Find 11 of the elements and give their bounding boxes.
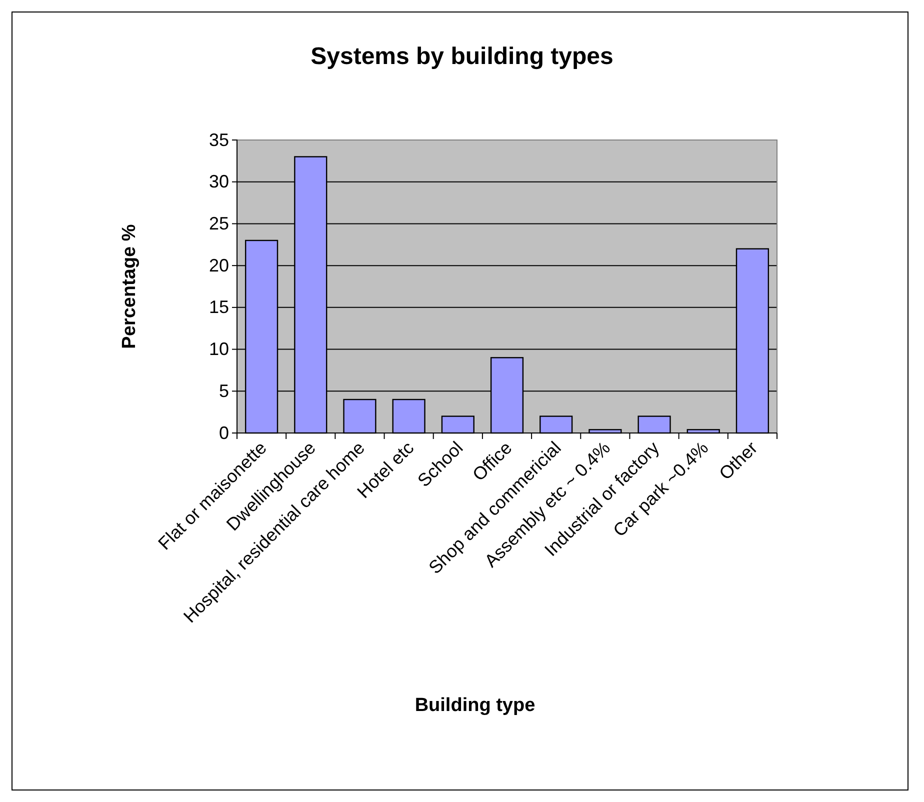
y-axis-title: Percentage % xyxy=(119,224,140,349)
y-tick-label: 5 xyxy=(218,380,229,401)
y-tick-label: 30 xyxy=(208,172,229,192)
y-tick-label: 25 xyxy=(208,213,229,234)
y-tick-label: 35 xyxy=(208,130,229,150)
y-tick-label: 10 xyxy=(208,339,229,360)
chart-title: Systems by building types xyxy=(310,43,614,70)
y-tick-label: 0 xyxy=(218,422,229,443)
x-axis-title: Building type xyxy=(414,695,536,716)
y-tick-label: 15 xyxy=(208,297,229,318)
y-tick-label: 20 xyxy=(208,255,229,276)
